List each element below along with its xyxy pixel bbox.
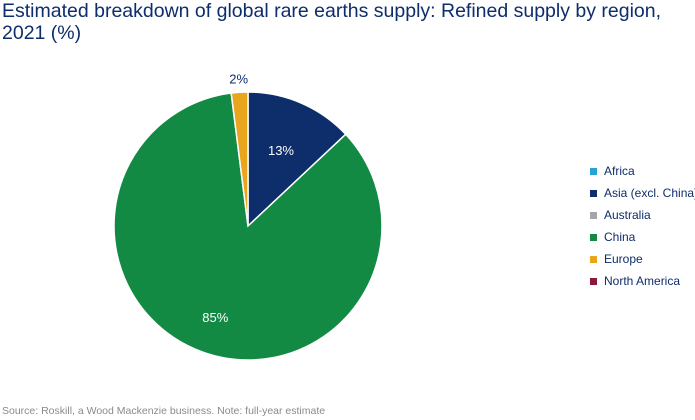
legend-label: Africa (604, 163, 635, 178)
legend-item-africa: Africa (590, 160, 695, 182)
data-label-asia-excl-china: 13% (268, 143, 294, 158)
pie-slice-asia-excl-china (247, 91, 347, 228)
data-label-europe: 2% (229, 71, 248, 86)
legend-swatch (590, 277, 597, 285)
pie-slice-europe (230, 91, 249, 227)
legend-label: Asia (excl. China) (604, 185, 695, 200)
legend-item-north-america: North America (590, 270, 695, 292)
legend-swatch (590, 233, 597, 241)
pie-slice-china (113, 92, 383, 361)
legend-item-china: China (590, 226, 695, 248)
data-label-china: 85% (202, 310, 228, 325)
legend: Africa Asia (excl. China) Australia China Eu… (590, 160, 695, 292)
legend-swatch (590, 211, 597, 219)
legend-swatch (590, 167, 597, 175)
legend-label: Europe (604, 251, 643, 266)
legend-label: North America (604, 273, 681, 288)
source-note: Source: Roskill, a Wood Mackenzie busine… (2, 405, 326, 417)
legend-item-europe: Europe (590, 248, 695, 270)
legend-swatch (590, 189, 597, 197)
legend-label: China (604, 229, 636, 244)
chart-title: Estimated breakdown of global rare earth… (2, 0, 662, 44)
legend-item-asia-excl-china: Asia (excl. China) (590, 182, 695, 204)
legend-label: Australia (604, 207, 651, 222)
legend-item-australia: Australia (590, 204, 695, 226)
legend-swatch (590, 255, 597, 263)
